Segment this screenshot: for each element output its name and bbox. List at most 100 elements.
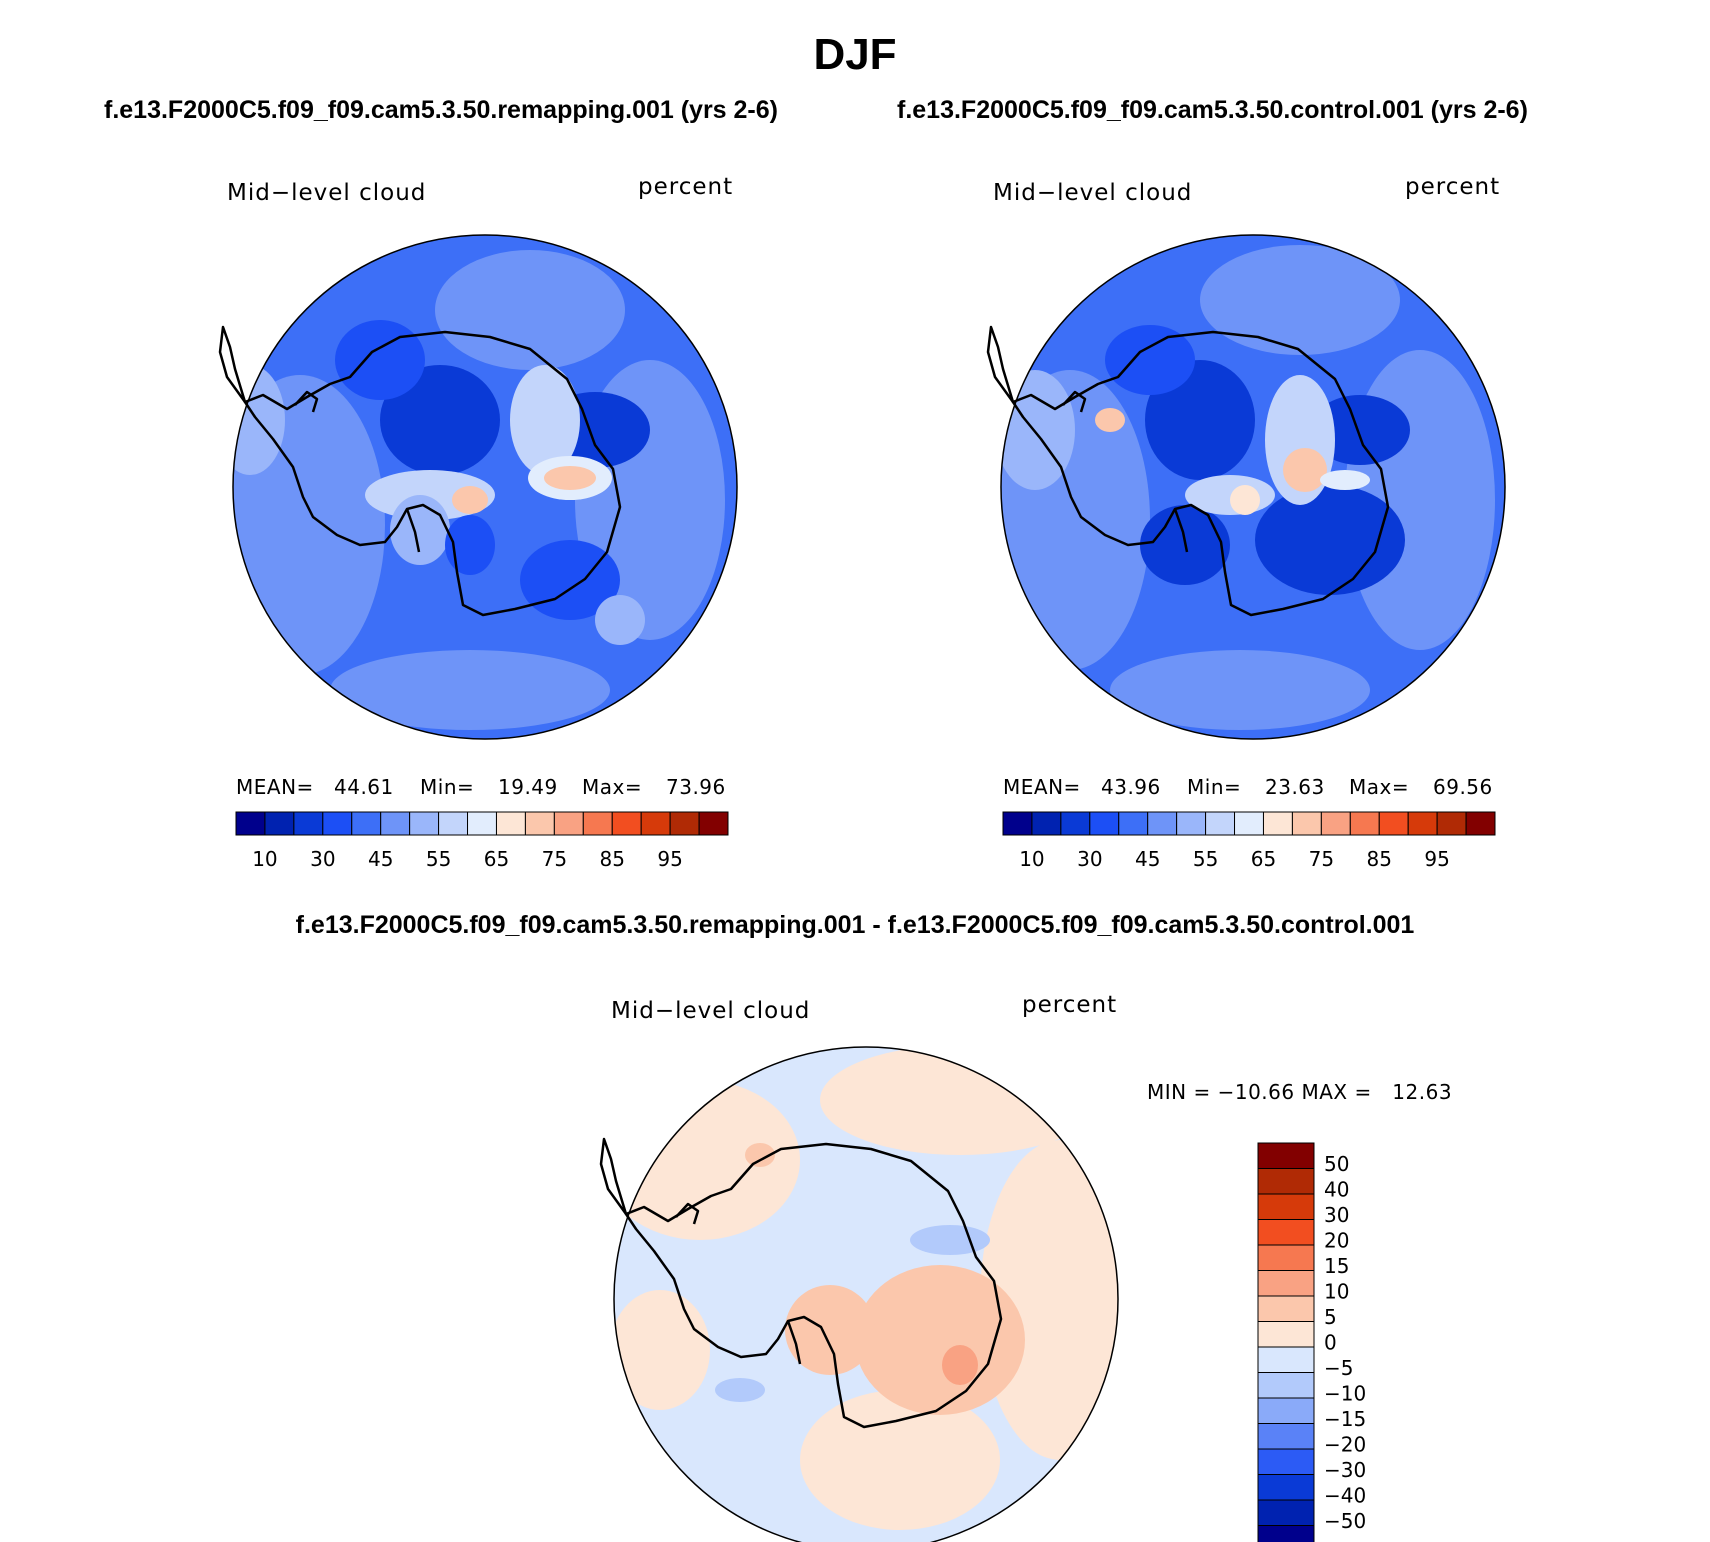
left-min-label: Min= xyxy=(420,775,475,799)
left-colorbar-swatch xyxy=(495,811,526,836)
left-colorbar-tick-label: 10 xyxy=(252,847,277,871)
left-colorbar-swatch xyxy=(582,811,613,836)
left-colorbar-swatch xyxy=(669,811,700,836)
left-colorbar-tick-label: 30 xyxy=(310,847,335,871)
difference-colorbar-swatch xyxy=(1257,1423,1315,1450)
left-colorbar: 10 30 45 55 65 75 85 95 xyxy=(235,811,729,871)
difference-colorbar-swatch xyxy=(1257,1168,1315,1195)
difference-colorbar-swatch xyxy=(1257,1142,1315,1169)
difference-colorbar-swatch xyxy=(1257,1270,1315,1297)
difference-colorbar-swatch xyxy=(1257,1397,1315,1424)
right-map xyxy=(986,234,1506,740)
right-colorbar-tick-label: 45 xyxy=(1135,847,1160,871)
right-colorbar-swatch xyxy=(1234,811,1264,836)
right-colorbar-swatch xyxy=(1291,811,1322,836)
left-mean-label: MEAN= xyxy=(236,775,314,799)
left-colorbar-swatch xyxy=(380,811,411,836)
difference-colorbar-swatch xyxy=(1257,1499,1315,1526)
left-colorbar-swatch xyxy=(351,811,382,836)
main-title: DJF xyxy=(813,30,897,79)
difference-colorbar-swatch xyxy=(1257,1372,1315,1399)
difference-colorbar-tick-label: 0 xyxy=(1324,1331,1337,1355)
right-colorbar-tick-label: 30 xyxy=(1077,847,1102,871)
difference-colorbar-swatch xyxy=(1257,1474,1315,1501)
left-colorbar-swatch xyxy=(640,811,671,836)
right-colorbar-tick-label: 85 xyxy=(1367,847,1392,871)
right-colorbar-swatch xyxy=(1407,811,1438,836)
left-map xyxy=(218,234,738,740)
difference-colorbar-swatch xyxy=(1257,1525,1315,1542)
right-colorbar-swatch xyxy=(1436,811,1467,836)
right-colorbar-tick-label: 95 xyxy=(1424,847,1449,871)
difference-map xyxy=(599,1046,1119,1542)
right-mean-label: MEAN= xyxy=(1003,775,1081,799)
difference-colorbar-swatch xyxy=(1257,1193,1315,1220)
difference-colorbar-swatch xyxy=(1257,1244,1315,1271)
difference-colorbar-tick-label: −40 xyxy=(1324,1484,1366,1508)
difference-colorbar-tick-label: 15 xyxy=(1324,1254,1349,1278)
left-colorbar-swatch xyxy=(293,811,324,836)
difference-colorbar-tick-label: −20 xyxy=(1324,1433,1366,1457)
right-colorbar-swatch xyxy=(1205,811,1236,836)
difference-colorbar-swatch xyxy=(1257,1295,1315,1322)
difference-colorbar-tick-label: 10 xyxy=(1324,1280,1349,1304)
left-colorbar-swatch xyxy=(611,811,642,836)
difference-panel-title: f.e13.F2000C5.f09_f09.cam5.3.50.remappin… xyxy=(295,911,1415,939)
right-colorbar-swatch xyxy=(1002,811,1033,836)
left-units-label: percent xyxy=(638,174,734,200)
left-max-value: 73.96 xyxy=(666,775,726,799)
left-min-value: 19.49 xyxy=(498,775,558,799)
left-max-label: Max= xyxy=(582,775,643,799)
left-colorbar-swatch xyxy=(235,811,266,836)
left-colorbar-swatch xyxy=(438,811,469,836)
difference-colorbar-tick-label: −50 xyxy=(1324,1509,1366,1533)
difference-colorbar-tick-label: −5 xyxy=(1324,1356,1353,1380)
right-colorbar-swatch xyxy=(1176,811,1207,836)
right-colorbar-tick-label: 65 xyxy=(1251,847,1276,871)
left-colorbar-tick-label: 95 xyxy=(657,847,682,871)
difference-colorbar-tick-label: 30 xyxy=(1324,1203,1349,1227)
left-colorbar-tick-label: 45 xyxy=(368,847,393,871)
right-panel-title: f.e13.F2000C5.f09_f09.cam5.3.50.control.… xyxy=(897,96,1528,124)
right-colorbar-swatch xyxy=(1378,811,1409,836)
difference-colorbar-swatch xyxy=(1257,1346,1315,1373)
right-min-label: Min= xyxy=(1187,775,1242,799)
left-colorbar-swatch xyxy=(264,811,295,836)
difference-colorbar-tick-label: 40 xyxy=(1324,1178,1349,1202)
right-max-value: 69.56 xyxy=(1433,775,1493,799)
right-colorbar-swatch xyxy=(1320,811,1351,836)
right-units-label: percent xyxy=(1405,174,1501,200)
right-colorbar-swatch xyxy=(1089,811,1120,836)
left-colorbar-tick-label: 65 xyxy=(484,847,509,871)
difference-colorbar-tick-label: 20 xyxy=(1324,1229,1349,1253)
left-panel-title: f.e13.F2000C5.f09_f09.cam5.3.50.remappin… xyxy=(104,96,778,124)
left-variable-label: Mid−level cloud xyxy=(227,180,427,206)
difference-colorbar-tick-label: −10 xyxy=(1324,1382,1366,1406)
right-colorbar-swatch xyxy=(1262,811,1293,836)
left-colorbar-swatch xyxy=(467,811,497,836)
right-colorbar-swatch xyxy=(1147,811,1178,836)
difference-colorbar-tick-label: −30 xyxy=(1324,1458,1366,1482)
right-colorbar-swatch xyxy=(1349,811,1380,836)
right-colorbar-tick-label: 55 xyxy=(1193,847,1218,871)
right-min-value: 23.63 xyxy=(1265,775,1325,799)
right-colorbar-tick-label: 10 xyxy=(1019,847,1044,871)
right-colorbar-tick-label: 75 xyxy=(1309,847,1334,871)
left-colorbar-swatch xyxy=(409,811,440,836)
right-colorbar-swatch xyxy=(1060,811,1091,836)
left-mean-value: 44.61 xyxy=(334,775,394,799)
difference-colorbar-tick-label: 5 xyxy=(1324,1305,1337,1329)
difference-colorbar-swatch xyxy=(1257,1321,1315,1348)
right-colorbar-swatch xyxy=(1031,811,1062,836)
left-colorbar-swatch xyxy=(524,811,555,836)
difference-colorbar-tick-label: 50 xyxy=(1324,1152,1349,1176)
left-colorbar-swatch xyxy=(698,811,729,836)
right-colorbar-swatch xyxy=(1465,811,1496,836)
difference-units-label: percent xyxy=(1022,992,1118,1018)
left-colorbar-tick-label: 75 xyxy=(542,847,567,871)
right-colorbar: 10 30 45 55 65 75 85 95 xyxy=(1002,811,1496,871)
left-colorbar-tick-label: 85 xyxy=(600,847,625,871)
difference-colorbar-swatch xyxy=(1257,1219,1315,1246)
difference-colorbar-swatch xyxy=(1257,1448,1315,1475)
